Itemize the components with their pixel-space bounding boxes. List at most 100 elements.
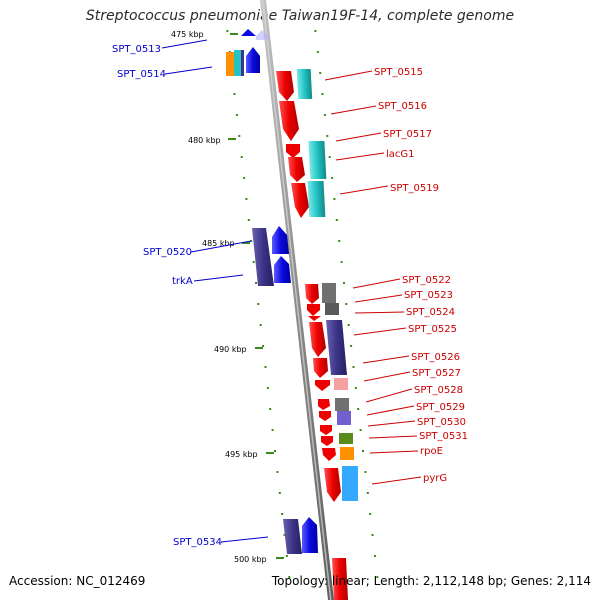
gene-label-spt-0522[interactable]: SPT_0522 bbox=[402, 275, 451, 286]
gene-arrow[interactable] bbox=[324, 468, 341, 502]
gene-block[interactable] bbox=[339, 433, 353, 444]
gene-block[interactable] bbox=[308, 141, 327, 179]
scale-label-500: 500 kbp bbox=[234, 555, 267, 564]
genome-stats-text: Topology: linear; Length: 2,112,148 bp; … bbox=[271, 574, 591, 588]
gene-arrow[interactable] bbox=[305, 284, 319, 304]
leader-line bbox=[367, 420, 416, 427]
gene-label-spt-0530[interactable]: SPT_0530 bbox=[417, 417, 466, 428]
scale-dot bbox=[274, 450, 276, 452]
gene-label-spt-0520[interactable]: SPT_0520 bbox=[143, 247, 192, 258]
scale-dot bbox=[250, 240, 253, 242]
scale-dot bbox=[288, 576, 291, 578]
leader-line bbox=[363, 371, 411, 382]
gene-block[interactable] bbox=[322, 283, 336, 303]
gene-block[interactable] bbox=[337, 411, 351, 425]
leader-line bbox=[190, 240, 252, 253]
scale-label-495: 495 kbp bbox=[225, 450, 258, 459]
scale-dot bbox=[262, 345, 265, 347]
gene-label-lacg1[interactable]: lacG1 bbox=[386, 149, 415, 160]
gene-label-spt-0523[interactable]: SPT_0523 bbox=[404, 290, 453, 301]
scale-dot bbox=[357, 408, 360, 410]
gene-label-spt-0525[interactable]: SPT_0525 bbox=[408, 324, 457, 335]
gene-block[interactable] bbox=[335, 398, 349, 411]
gene-block[interactable] bbox=[226, 52, 234, 76]
gene-block[interactable] bbox=[340, 447, 354, 460]
scale-major-tick bbox=[266, 452, 274, 454]
gene-label-spt-0531[interactable]: SPT_0531 bbox=[419, 431, 468, 442]
leader-line bbox=[353, 327, 407, 336]
gene-block[interactable] bbox=[334, 378, 348, 390]
gene-arrow[interactable] bbox=[302, 517, 318, 553]
gene-arrow[interactable] bbox=[279, 101, 299, 141]
gene-label-spt-0513[interactable]: SPT_0513 bbox=[112, 44, 161, 55]
gene-arrow[interactable] bbox=[332, 558, 348, 600]
gene-arrow[interactable] bbox=[313, 358, 328, 378]
gene-label-spt-0526[interactable]: SPT_0526 bbox=[411, 352, 460, 363]
gene-arrow[interactable] bbox=[318, 399, 330, 410]
leader-line bbox=[354, 294, 403, 303]
gene-arrow[interactable] bbox=[272, 226, 289, 254]
gene-arrow[interactable] bbox=[246, 47, 260, 73]
gene-arrow[interactable] bbox=[319, 411, 331, 421]
leader-line bbox=[335, 132, 382, 142]
leader-line bbox=[365, 388, 413, 403]
gene-block[interactable] bbox=[234, 50, 241, 76]
gene-block[interactable] bbox=[241, 50, 244, 76]
scale-dot bbox=[269, 408, 272, 410]
leader-line bbox=[335, 152, 385, 161]
gene-block[interactable] bbox=[342, 466, 358, 501]
scale-dot bbox=[238, 135, 241, 137]
gene-arrow[interactable] bbox=[274, 256, 291, 283]
scale-dot bbox=[226, 30, 229, 32]
gene-block[interactable] bbox=[296, 69, 313, 99]
gene-arrow[interactable] bbox=[256, 30, 268, 40]
gene-arrow[interactable] bbox=[241, 29, 256, 36]
gene-label-spt-0516[interactable]: SPT_0516 bbox=[378, 101, 427, 112]
scale-dot bbox=[235, 114, 238, 116]
gene-label-spt-0528[interactable]: SPT_0528 bbox=[414, 385, 463, 396]
gene-label-spt-0517[interactable]: SPT_0517 bbox=[383, 129, 432, 140]
gene-arrow[interactable] bbox=[286, 144, 300, 158]
scale-dot bbox=[335, 219, 338, 221]
gene-label-pyrg[interactable]: pyrG bbox=[423, 473, 447, 484]
gene-arrow[interactable] bbox=[288, 157, 305, 182]
leader-line bbox=[193, 274, 244, 282]
leader-line bbox=[339, 185, 389, 195]
gene-label-trka[interactable]: trkA bbox=[172, 276, 193, 287]
gene-block[interactable] bbox=[326, 320, 347, 375]
gene-label-spt-0527[interactable]: SPT_0527 bbox=[412, 368, 461, 379]
gene-arrow[interactable] bbox=[320, 425, 332, 435]
gene-label-spt-0529[interactable]: SPT_0529 bbox=[416, 402, 465, 413]
gene-label-rpoe[interactable]: rpoE bbox=[420, 446, 443, 457]
gene-label-spt-0515[interactable]: SPT_0515 bbox=[374, 67, 423, 78]
gene-block[interactable] bbox=[325, 303, 339, 315]
scale-dot bbox=[333, 198, 336, 200]
gene-label-spt-0514[interactable]: SPT_0514 bbox=[117, 69, 166, 80]
scale-dot bbox=[362, 450, 364, 452]
gene-arrow[interactable] bbox=[307, 304, 320, 316]
gene-arrow[interactable] bbox=[322, 448, 336, 461]
scale-dot bbox=[259, 324, 262, 326]
gene-arrow[interactable] bbox=[321, 436, 333, 446]
gene-arrow[interactable] bbox=[276, 71, 294, 101]
gene-label-spt-0519[interactable]: SPT_0519 bbox=[390, 183, 439, 194]
scale-major-tick bbox=[228, 138, 236, 140]
scale-dot bbox=[350, 345, 353, 347]
gene-block[interactable] bbox=[283, 519, 302, 554]
gene-arrow[interactable] bbox=[291, 183, 309, 218]
gene-label-spt-0534[interactable]: SPT_0534 bbox=[173, 537, 222, 548]
scale-label-480: 480 kbp bbox=[188, 136, 221, 145]
leader-line bbox=[369, 450, 419, 454]
gene-arrow[interactable] bbox=[308, 316, 321, 321]
scale-dot bbox=[376, 576, 379, 578]
scale-dot bbox=[316, 51, 319, 53]
gene-arrow[interactable] bbox=[315, 380, 330, 391]
scale-dot bbox=[252, 261, 255, 263]
scale-major-tick bbox=[242, 242, 250, 244]
gene-block[interactable] bbox=[252, 228, 274, 286]
gene-arrow[interactable] bbox=[309, 322, 326, 357]
gene-label-spt-0524[interactable]: SPT_0524 bbox=[406, 307, 455, 318]
accession-text: Accession: NC_012469 bbox=[9, 574, 146, 588]
gene-block[interactable] bbox=[307, 181, 326, 217]
